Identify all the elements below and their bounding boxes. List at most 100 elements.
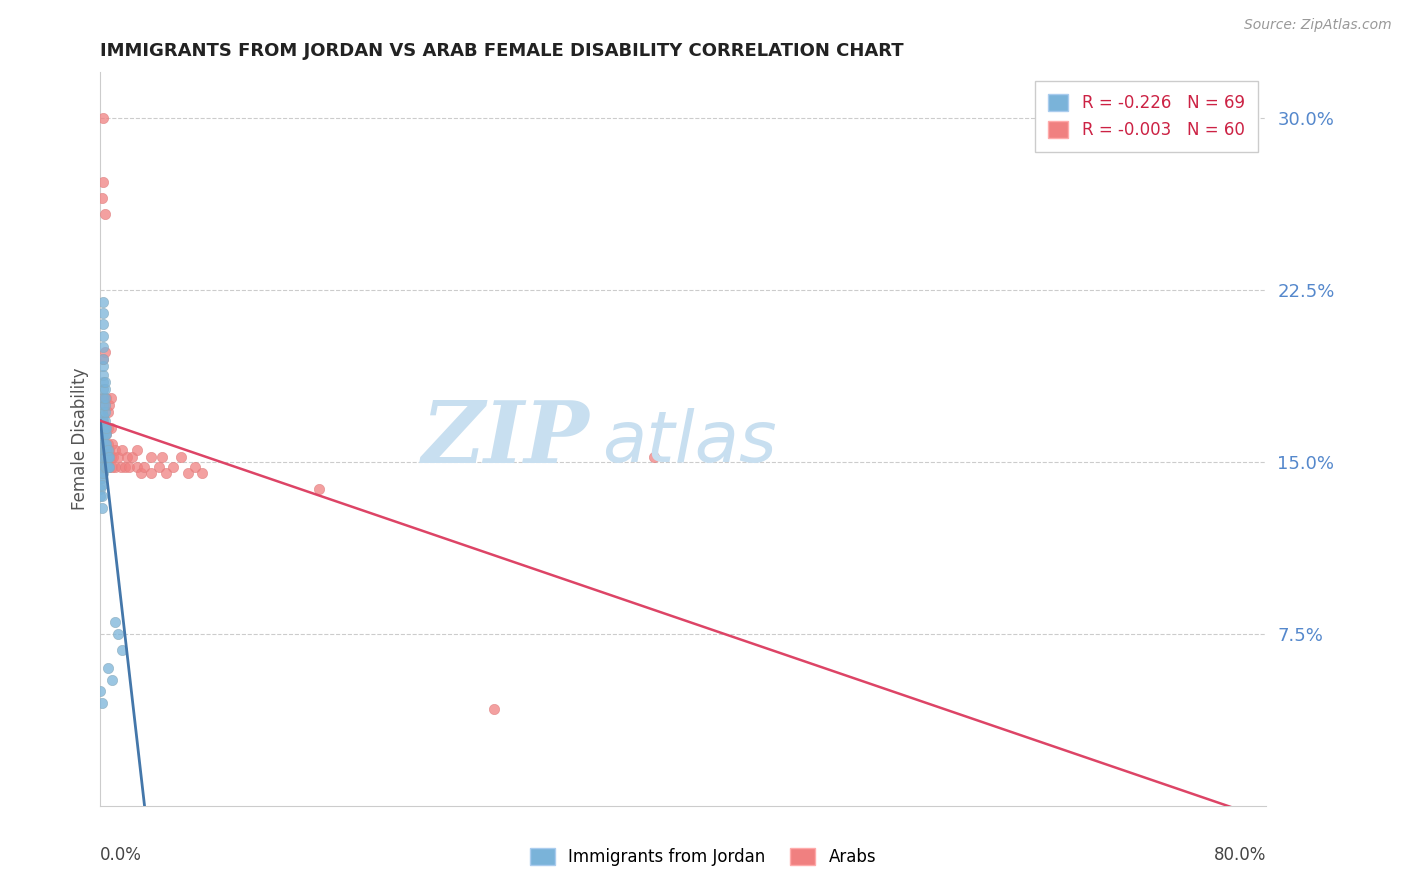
Point (91, 351, 114, 366)
Point (141, 467, 163, 481)
Point (89, 471, 111, 485)
Point (93, 398, 115, 412)
Point (121, 450, 143, 465)
Point (96, 420, 118, 434)
Point (91, 450, 114, 465)
Point (93, 436, 115, 450)
Point (97, 661, 120, 675)
Point (91, 340, 114, 354)
Point (97, 420, 120, 434)
Point (90, 467, 112, 481)
Point (93, 427, 115, 442)
Point (96, 427, 118, 442)
Point (115, 450, 138, 465)
Point (91, 368, 114, 382)
Point (91, 391, 114, 405)
Point (101, 673, 124, 687)
Point (93, 404, 115, 418)
Point (90, 696, 112, 710)
Point (308, 483, 330, 497)
Point (91, 459, 114, 474)
Point (118, 459, 141, 474)
Point (111, 443, 134, 458)
Point (91, 382, 114, 396)
Point (184, 459, 207, 474)
Point (169, 450, 191, 465)
Point (150, 450, 173, 465)
Point (100, 391, 122, 405)
Point (98, 459, 121, 474)
Point (97, 436, 120, 450)
Point (93, 391, 115, 405)
Point (91, 414, 114, 428)
Point (90, 489, 112, 503)
Point (643, 450, 665, 465)
Point (98, 443, 121, 458)
Point (101, 436, 124, 450)
Point (91, 467, 114, 481)
Point (96, 459, 118, 474)
Point (89, 459, 111, 474)
Legend: R = -0.226   N = 69, R = -0.003   N = 60: R = -0.226 N = 69, R = -0.003 N = 60 (1035, 81, 1258, 153)
Point (98, 398, 121, 412)
Text: atlas: atlas (602, 409, 776, 477)
Point (90, 420, 112, 434)
Point (104, 615, 127, 630)
Text: IMMIGRANTS FROM JORDAN VS ARAB FEMALE DISABILITY CORRELATION CHART: IMMIGRANTS FROM JORDAN VS ARAB FEMALE DI… (100, 42, 904, 60)
Point (91, 459, 114, 474)
Point (89, 684, 111, 698)
Point (90, 450, 112, 465)
Point (97, 404, 120, 418)
Point (93, 375, 115, 389)
Point (104, 459, 127, 474)
Point (107, 627, 129, 641)
Point (148, 459, 170, 474)
Point (96, 450, 118, 465)
Point (96, 436, 118, 450)
Point (141, 450, 163, 465)
Point (93, 207, 115, 221)
Point (162, 459, 184, 474)
Point (90, 443, 112, 458)
Point (89, 467, 111, 481)
Point (100, 450, 122, 465)
Point (91, 329, 114, 343)
Point (91, 427, 114, 442)
Point (91, 443, 114, 458)
Point (93, 443, 115, 458)
Text: ZIP: ZIP (422, 397, 591, 481)
Point (91, 112, 114, 126)
Point (97, 450, 120, 465)
Point (93, 459, 115, 474)
Point (114, 459, 136, 474)
Point (96, 459, 118, 474)
Point (96, 427, 118, 442)
Point (91, 318, 114, 332)
Point (90, 459, 112, 474)
Point (100, 420, 122, 434)
Point (91, 306, 114, 320)
Point (89, 489, 111, 503)
Point (91, 443, 114, 458)
Point (97, 450, 120, 465)
Point (93, 436, 115, 450)
Point (89, 459, 111, 474)
Point (90, 427, 112, 442)
Point (132, 459, 155, 474)
Point (91, 398, 114, 412)
Point (482, 702, 505, 716)
Point (110, 459, 132, 474)
Point (101, 459, 124, 474)
Point (107, 450, 129, 465)
Point (91, 391, 114, 405)
Point (93, 382, 115, 396)
Legend: Immigrants from Jordan, Arabs: Immigrants from Jordan, Arabs (522, 840, 884, 875)
Point (191, 467, 214, 481)
Point (111, 643, 134, 657)
Point (91, 409, 114, 424)
Text: Source: ZipAtlas.com: Source: ZipAtlas.com (1244, 18, 1392, 32)
Text: 0.0%: 0.0% (100, 846, 142, 863)
Point (93, 420, 115, 434)
Y-axis label: Female Disability: Female Disability (72, 368, 89, 510)
Point (91, 375, 114, 389)
